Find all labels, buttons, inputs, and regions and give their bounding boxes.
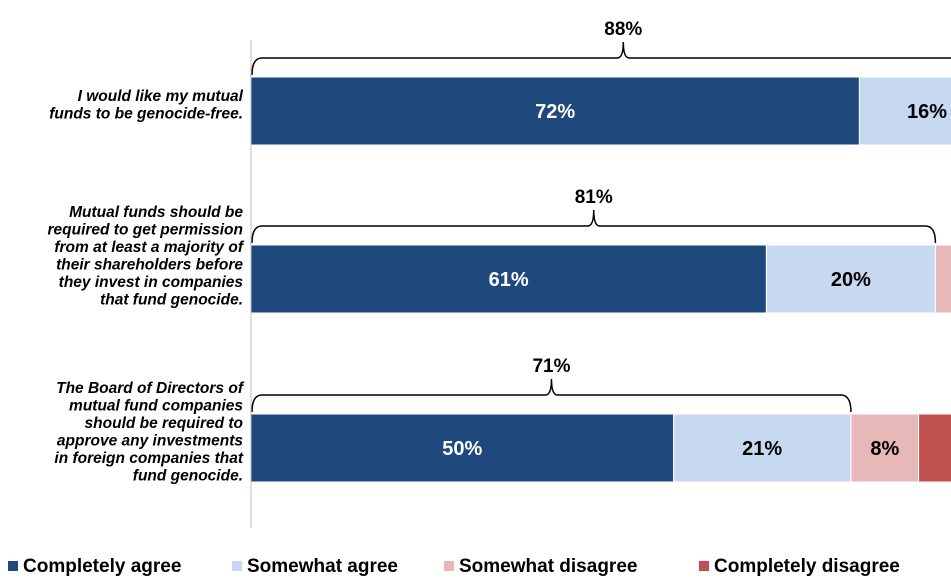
data-label: 61%: [489, 269, 529, 291]
category-labels: I would like my mutual funds to be genoci…: [47, 88, 244, 485]
legend-swatch: [444, 561, 454, 571]
category-label: The Board of Directors of mutual fund com…: [54, 380, 244, 485]
bar-segment: [250, 244, 767, 314]
data-label: 72%: [535, 101, 575, 123]
bar-segment: [673, 413, 852, 483]
bar-segment: [850, 413, 920, 483]
legend-label: Completely agree: [23, 556, 181, 577]
data-label: 8%: [870, 438, 899, 460]
agree-bracket: [251, 378, 852, 413]
total-agree-label: 81%: [575, 187, 613, 208]
bar-segment: [934, 244, 951, 314]
bar-segment: [858, 76, 951, 146]
bar-segment: [250, 413, 674, 483]
legend-label: Somewhat disagree: [459, 556, 637, 577]
total-agree-label: 88%: [604, 19, 642, 40]
legend-label: Somewhat agree: [247, 556, 398, 577]
bars: 72%16%4%3%61%20%7%8%50%21%8%15%: [250, 76, 951, 483]
legend-label: Completely disagree: [714, 556, 900, 577]
data-label: 21%: [742, 438, 782, 460]
agree-bracket: [251, 209, 937, 244]
category-label: I would like my mutual funds to be genoci…: [49, 88, 243, 123]
total-agree-label: 71%: [532, 356, 570, 377]
agree-brackets: 88% 81% 71%: [251, 19, 951, 413]
bar-segment: [918, 413, 951, 483]
legend-swatch: [232, 561, 242, 571]
legend-swatch: [8, 561, 18, 571]
data-label: 16%: [907, 101, 947, 123]
legend-swatch: [699, 561, 709, 571]
category-label: Mutual funds should be required to get pe…: [47, 204, 244, 309]
bar-segment: [765, 244, 936, 314]
data-label: 20%: [831, 269, 871, 291]
legend: Completely agree Somewhat agree Somewhat d…: [8, 556, 900, 577]
data-label: 50%: [442, 438, 482, 460]
agree-bracket: [251, 41, 951, 76]
